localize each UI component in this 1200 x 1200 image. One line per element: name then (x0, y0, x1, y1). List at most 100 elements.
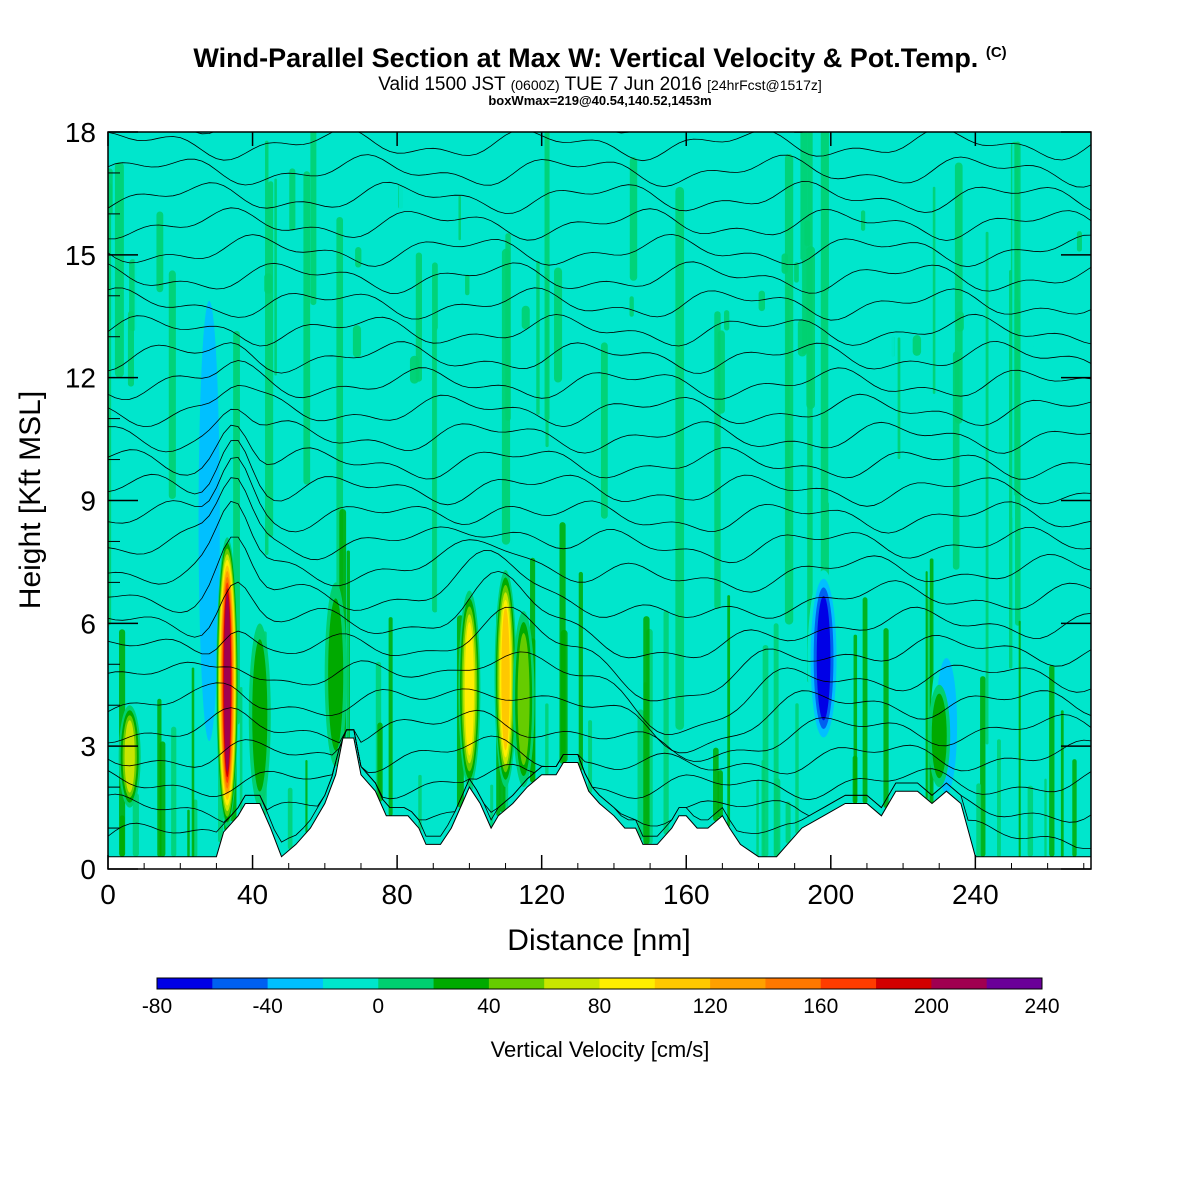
velocity-streak (193, 799, 198, 857)
colorbar-tick-label: -80 (142, 995, 172, 1018)
colorbar-swatch (488, 978, 545, 989)
velocity-streak (629, 296, 634, 317)
colorbar-swatch (267, 978, 324, 989)
updraft-cell (501, 607, 510, 751)
velocity-streak (876, 324, 883, 354)
velocity-streak (506, 132, 510, 176)
velocity-streak (1027, 785, 1034, 857)
velocity-streak (860, 210, 866, 231)
chart-title: Wind-Parallel Section at Max W: Vertical… (193, 43, 1007, 73)
velocity-streak (652, 343, 660, 470)
velocity-streak (415, 252, 422, 382)
velocity-streak (187, 809, 190, 857)
velocity-streak (388, 617, 393, 816)
velocity-streak (520, 301, 527, 519)
velocity-streak (663, 610, 669, 835)
velocity-streak (952, 351, 960, 570)
velocity-streak (229, 132, 234, 474)
x-tick-label: 120 (518, 879, 565, 910)
colorbar: -80 -40 0 40 80 120 160 200 240 (142, 977, 1060, 1018)
colorbar-swatch (157, 978, 213, 989)
y-tick-label: 6 (80, 608, 96, 639)
velocity-streak (191, 667, 195, 857)
chart-subtitle-2: boxWmax=219@40.54,140.52,1453m (488, 93, 712, 108)
velocity-streak (1018, 620, 1021, 857)
velocity-streak (985, 231, 989, 745)
velocity-streak (717, 770, 723, 818)
velocity-streak (852, 755, 858, 804)
velocity-streak (453, 160, 459, 380)
velocity-streak (629, 157, 638, 281)
colorbar-swatch (931, 978, 988, 989)
theta-contour (108, 682, 1091, 754)
colorbar-swatch (544, 978, 600, 989)
velocity-streak (637, 709, 644, 840)
velocity-streak (305, 760, 308, 833)
x-tick-label: 40 (237, 879, 268, 910)
velocity-streak (600, 342, 608, 519)
velocity-streak (675, 186, 685, 730)
velocity-streak (127, 310, 134, 387)
theta-contour (108, 340, 1091, 374)
theta-contour (108, 408, 1091, 454)
velocity-streak (389, 132, 399, 688)
y-tick-label: 15 (65, 240, 96, 271)
velocity-streak (1012, 143, 1015, 519)
colorbar-swatch (433, 978, 490, 989)
velocity-streak (505, 233, 511, 421)
velocity-streak (588, 720, 593, 793)
velocity-streak (709, 254, 713, 603)
velocity-streak (903, 296, 910, 673)
x-tick-label: 80 (382, 879, 413, 910)
y-tick-label: 12 (65, 363, 96, 394)
theta-contour (108, 570, 1091, 659)
velocity-streak (303, 171, 311, 485)
theta-contour (108, 132, 1091, 162)
velocity-streak (756, 780, 759, 857)
velocity-streak (289, 168, 296, 231)
theta-contour (108, 606, 1091, 702)
y-tick-label: 9 (80, 486, 96, 517)
velocity-streak (729, 132, 739, 231)
velocity-streak (139, 297, 143, 318)
velocity-streak (643, 616, 650, 845)
x-tick-label: 0 (100, 879, 116, 910)
y-axis-title: Height [Kft MSL] (14, 391, 47, 609)
velocity-streak (976, 783, 982, 857)
velocity-streak (785, 286, 790, 561)
colorbar-tick-label: 80 (588, 995, 611, 1018)
theta-contour (108, 439, 1091, 507)
theta-contour (108, 500, 1091, 593)
velocity-streak (886, 132, 895, 614)
y-tick-label: 0 (80, 854, 96, 885)
velocity-streak (773, 623, 779, 857)
velocity-streak (156, 211, 164, 293)
colorbar-tick-label: 160 (803, 995, 838, 1018)
theta-contour (108, 207, 1091, 241)
velocity-streak (458, 195, 461, 241)
theta-contour (108, 384, 1091, 428)
velocity-streak (132, 792, 139, 857)
velocity-streak (521, 305, 530, 330)
velocity-streak (758, 290, 766, 312)
velocity-streak (912, 335, 922, 356)
velocity-streak (114, 343, 121, 637)
velocity-streak (1076, 231, 1082, 252)
colorbar-swatch (820, 978, 877, 989)
velocity-streak (484, 296, 491, 450)
velocity-streak (925, 571, 928, 799)
velocity-streak (1072, 759, 1077, 857)
colorbar-swatch (322, 978, 379, 989)
plot-area (108, 132, 1091, 869)
velocity-streak (265, 140, 269, 556)
terrain (108, 737, 1091, 869)
velocity-streak (352, 325, 362, 358)
velocity-streak (274, 178, 277, 376)
theta-contour (108, 313, 1091, 347)
colorbar-tick-label: 0 (372, 995, 384, 1018)
velocity-streak (465, 274, 470, 296)
velocity-streak (239, 686, 243, 811)
velocity-streak (319, 250, 326, 495)
velocity-streak (829, 304, 838, 628)
